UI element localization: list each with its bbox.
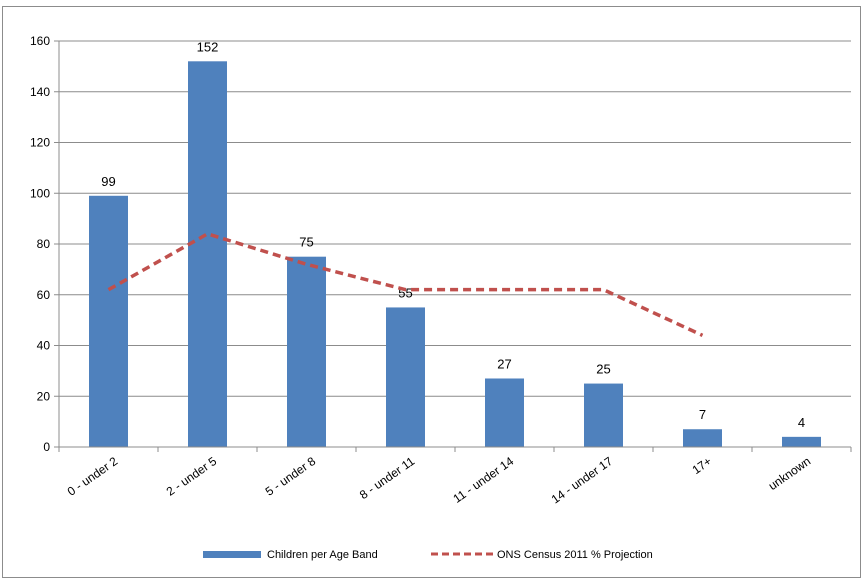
data-label: 27 [497, 356, 511, 371]
chart-frame: 0 20 40 60 80 100 120 140 160 99 152 75 55 27 25 7 4 0 … [2, 6, 861, 578]
x-tick-label: 0 - under 2 [65, 454, 121, 499]
legend-label-line: ONS Census 2011 % Projection [497, 549, 653, 561]
bars [89, 61, 821, 448]
bar [683, 429, 722, 447]
bar [782, 436, 821, 447]
data-label: 7 [699, 407, 706, 422]
x-axis-ticks: 0 - under 2 2 - under 5 5 - under 8 8 - und… [58, 447, 852, 507]
y-tick-label: 60 [37, 288, 51, 302]
legend-label-bars: Children per Age Band [267, 549, 378, 561]
data-label: 4 [798, 415, 805, 430]
bar [287, 256, 326, 447]
y-tick-label: 140 [30, 85, 50, 99]
y-tick-label: 20 [37, 389, 51, 403]
data-label: 99 [101, 174, 115, 189]
bar [386, 307, 425, 447]
x-tick-label: 5 - under 8 [263, 454, 319, 499]
x-tick-label: unknown [766, 454, 813, 493]
projection-line-path [107, 231, 704, 337]
data-label: 25 [596, 362, 610, 377]
bar [89, 195, 128, 447]
data-label: 152 [197, 39, 219, 54]
gridlines [59, 40, 851, 397]
y-tick-label: 160 [30, 34, 50, 48]
x-tick-label: 14 - under 17 [549, 454, 616, 507]
x-tick-label: 11 - under 14 [450, 454, 516, 506]
bar [188, 61, 227, 448]
legend: Children per Age Band ONS Census 2011 % … [203, 549, 653, 561]
y-tick-label: 120 [30, 136, 50, 150]
bar [485, 378, 524, 447]
y-axis-ticks: 0 20 40 60 80 100 120 140 160 [30, 34, 59, 454]
x-tick-label: 8 - under 11 [357, 454, 418, 502]
x-tick-label: 2 - under 5 [164, 454, 220, 499]
legend-swatch-bars [203, 551, 261, 558]
data-label: 75 [299, 235, 313, 250]
x-tick-label: 17+ [690, 454, 715, 477]
bar [584, 383, 623, 447]
y-tick-label: 100 [30, 186, 50, 200]
y-tick-label: 40 [37, 339, 51, 353]
y-tick-label: 80 [37, 237, 51, 251]
y-tick-label: 0 [43, 440, 50, 454]
projection-line [107, 231, 704, 337]
